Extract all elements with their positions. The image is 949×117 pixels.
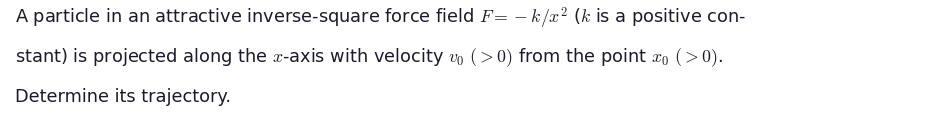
Text: A particle in an attractive inverse-square force field $F = -k/x^2$ ($k$ is a po: A particle in an attractive inverse-squa…: [15, 6, 746, 31]
Text: stant) is projected along the $x$-axis with velocity $v_0$ $(> 0)$ from the poin: stant) is projected along the $x$-axis w…: [15, 46, 723, 69]
Text: Determine its trajectory.: Determine its trajectory.: [15, 88, 232, 106]
